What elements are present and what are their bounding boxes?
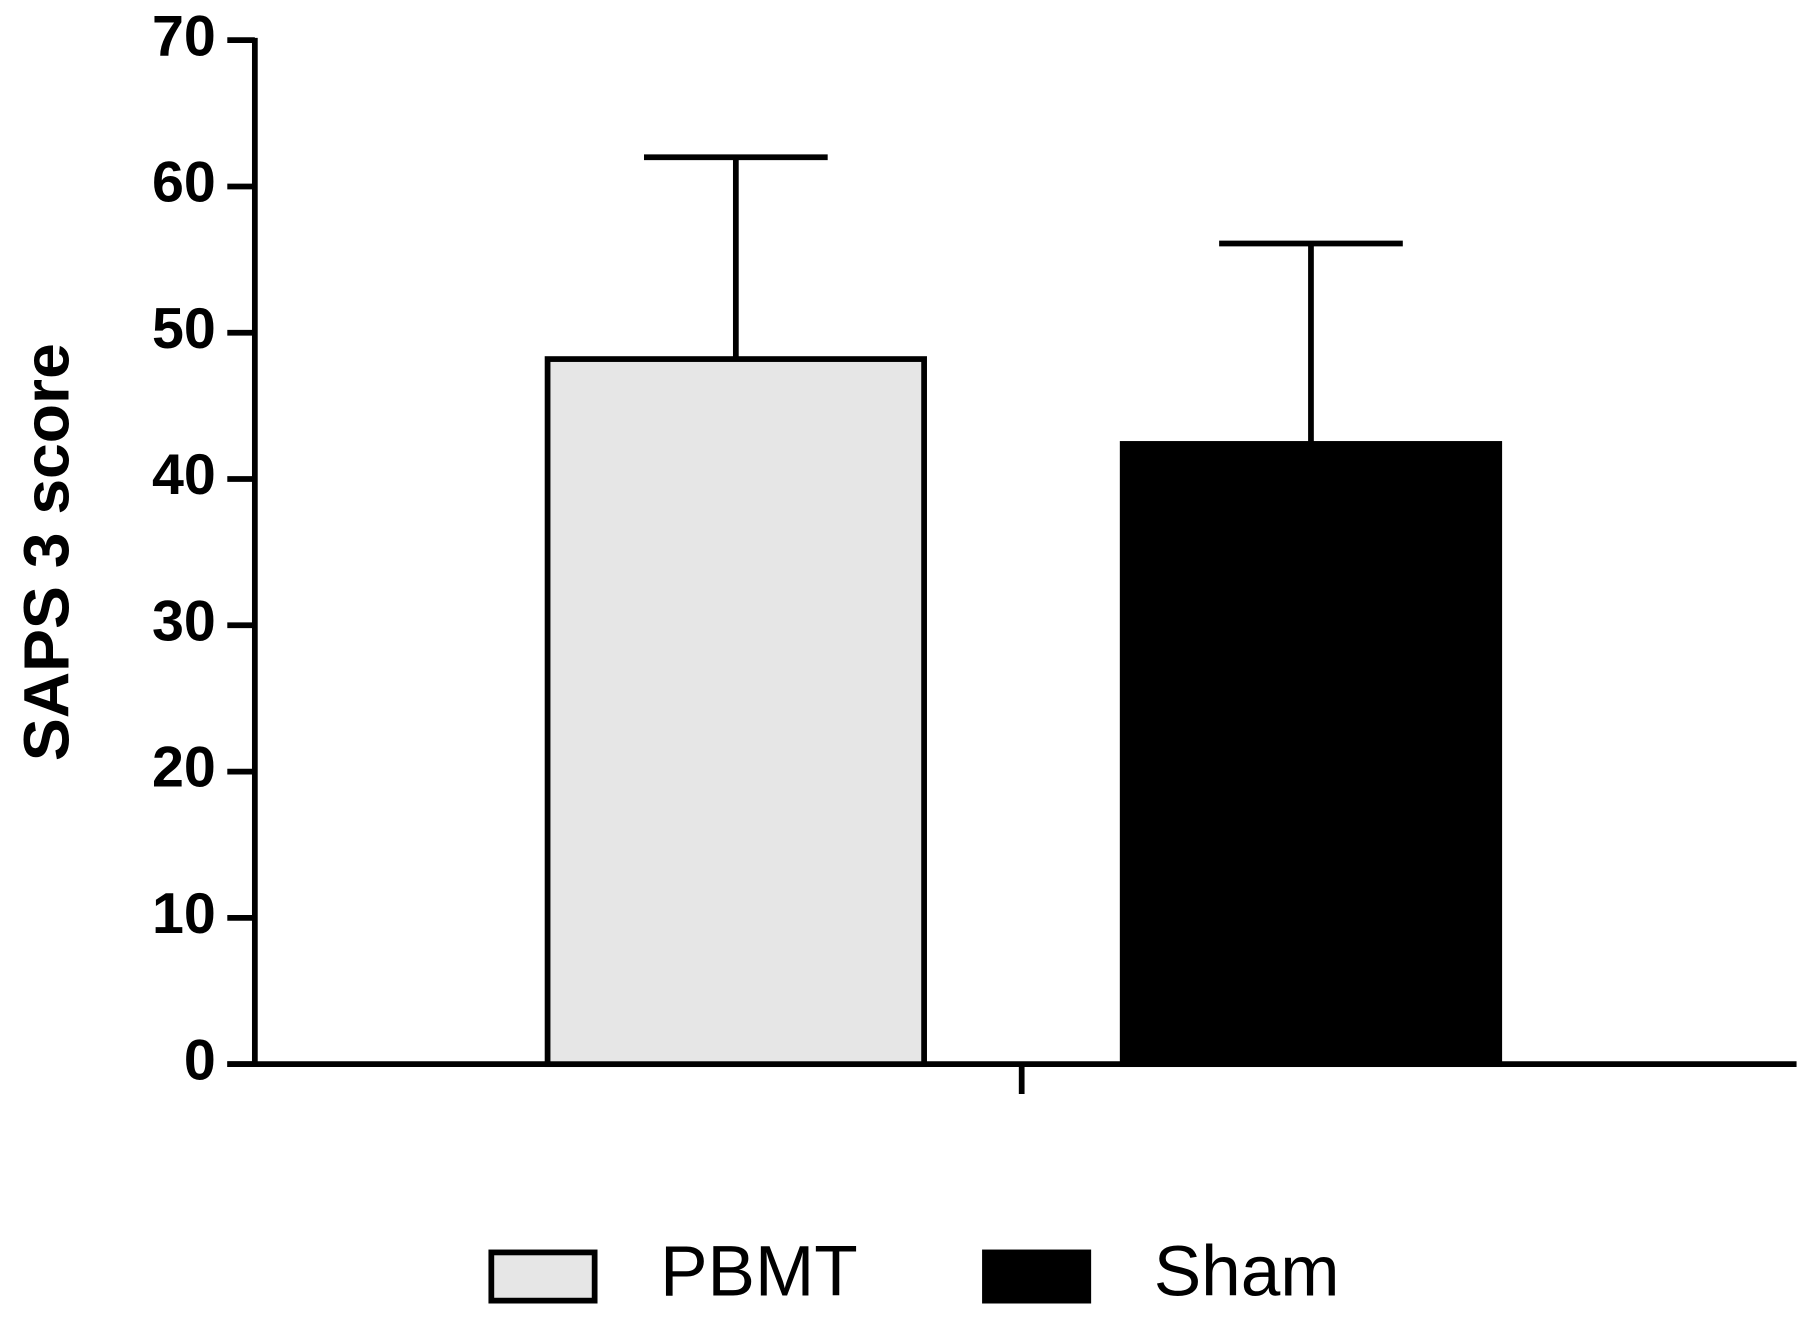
bar <box>544 356 927 1068</box>
legend-label: Sham <box>1154 1232 1340 1311</box>
y-tick-label: 60 <box>152 151 216 215</box>
y-tick-label: 50 <box>152 297 216 361</box>
y-tick-label: 0 <box>184 1028 216 1092</box>
legend-swatch <box>488 1249 598 1304</box>
legend-label: PBMT <box>660 1232 858 1311</box>
y-tick-label: 10 <box>152 882 216 946</box>
legend-swatch <box>982 1249 1092 1304</box>
y-tick-label: 20 <box>152 736 216 800</box>
y-tick-label: 70 <box>152 4 216 68</box>
y-axis-title: SAPS 3 score <box>11 343 83 761</box>
y-tick-label: 40 <box>152 443 216 507</box>
y-tick-label: 30 <box>152 589 216 653</box>
bar <box>1119 441 1503 1068</box>
